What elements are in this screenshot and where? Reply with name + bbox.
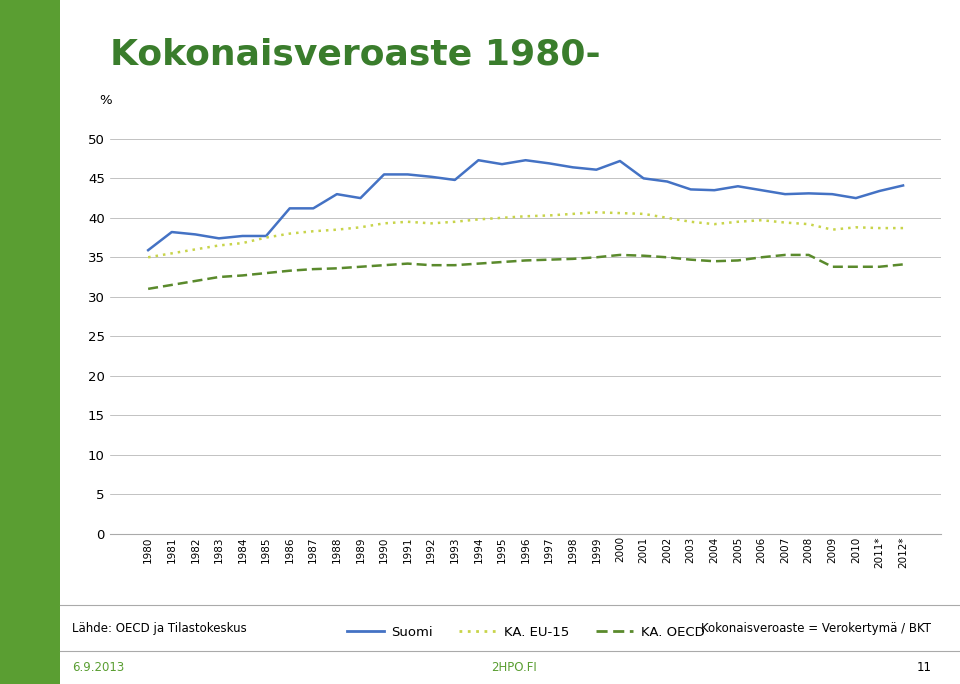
Text: Kokonaisveroaste = Verokertymä / BKT: Kokonaisveroaste = Verokertymä / BKT bbox=[701, 622, 931, 635]
Text: %: % bbox=[100, 94, 112, 107]
Text: 11: 11 bbox=[916, 661, 931, 674]
Text: 6.9.2013: 6.9.2013 bbox=[72, 661, 124, 674]
Text: Lähde: OECD ja Tilastokeskus: Lähde: OECD ja Tilastokeskus bbox=[72, 622, 247, 635]
Text: Kokonaisveroaste 1980-: Kokonaisveroaste 1980- bbox=[110, 38, 601, 72]
Legend: Suomi, KA. EU-15, KA. OECD: Suomi, KA. EU-15, KA. OECD bbox=[342, 620, 709, 644]
Text: 2HPO.FI: 2HPO.FI bbox=[491, 661, 537, 674]
